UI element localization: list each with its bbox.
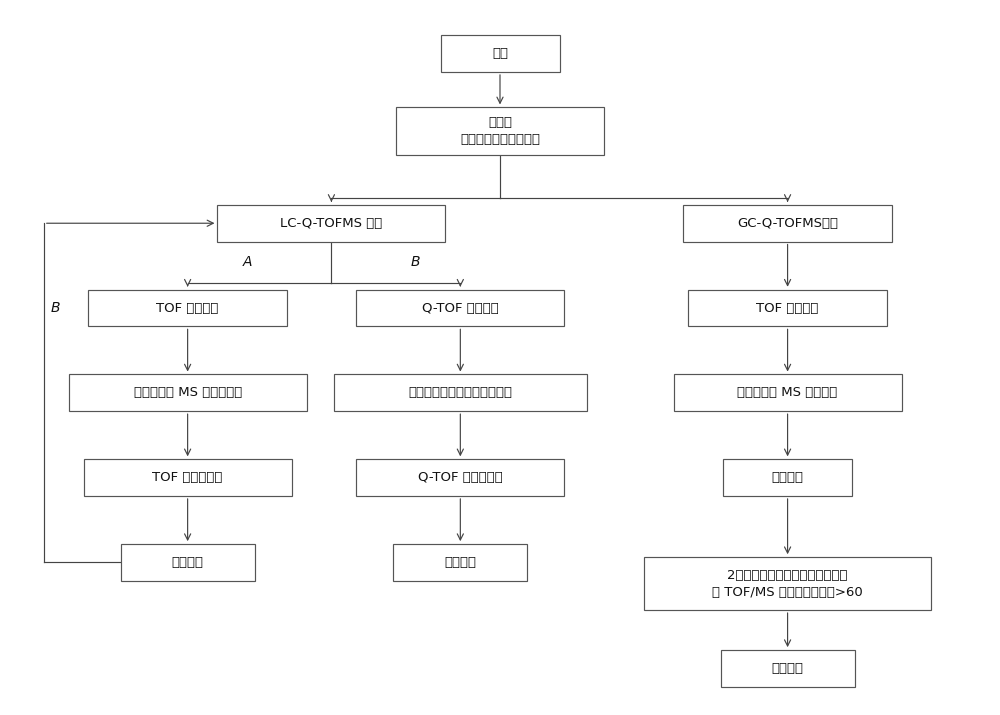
Text: 疑似农药: 疑似农药 (172, 556, 204, 569)
Text: TOF 模式测定: TOF 模式测定 (156, 302, 219, 315)
FancyBboxPatch shape (723, 459, 852, 496)
FancyBboxPatch shape (683, 205, 892, 242)
FancyBboxPatch shape (334, 375, 587, 411)
FancyBboxPatch shape (356, 290, 564, 327)
Text: 2个以上特征离子满足检索条件，
且 TOF/MS 数据库检索得分>60: 2个以上特征离子满足检索条件， 且 TOF/MS 数据库检索得分>60 (712, 568, 863, 598)
FancyBboxPatch shape (88, 290, 287, 327)
Text: B: B (411, 255, 420, 269)
Text: GC-Q-TOFMS检测: GC-Q-TOFMS检测 (737, 217, 838, 230)
Text: TOF 模式测定: TOF 模式测定 (756, 302, 819, 315)
Text: 获得样品的 MS 全扫描数据: 获得样品的 MS 全扫描数据 (134, 386, 242, 400)
Text: Q-TOF 模式测定: Q-TOF 模式测定 (422, 302, 499, 315)
Text: 获得样品的 MS 全扫描数: 获得样品的 MS 全扫描数 (737, 386, 838, 400)
FancyBboxPatch shape (356, 459, 564, 496)
FancyBboxPatch shape (396, 107, 604, 155)
FancyBboxPatch shape (84, 459, 292, 496)
FancyBboxPatch shape (721, 650, 855, 687)
FancyBboxPatch shape (688, 290, 887, 327)
Text: A: A (242, 255, 252, 269)
FancyBboxPatch shape (217, 205, 445, 242)
FancyBboxPatch shape (674, 375, 902, 411)
FancyBboxPatch shape (121, 544, 255, 581)
Text: 获得样品的碎片离子全扫描数: 获得样品的碎片离子全扫描数 (408, 386, 512, 400)
FancyBboxPatch shape (644, 557, 931, 610)
Text: 谱图库检: 谱图库检 (772, 471, 804, 484)
Text: 样品: 样品 (492, 47, 508, 60)
FancyBboxPatch shape (393, 544, 527, 581)
FancyBboxPatch shape (441, 35, 560, 72)
Text: 农药确认: 农药确认 (444, 556, 476, 569)
FancyBboxPatch shape (69, 375, 307, 411)
Text: Q-TOF 数据库检索: Q-TOF 数据库检索 (418, 471, 503, 484)
Text: B: B (51, 301, 60, 315)
Text: TOF 数据库检索: TOF 数据库检索 (152, 471, 223, 484)
Text: 前处理
（提取，净化，浓缩）: 前处理 （提取，净化，浓缩） (460, 117, 540, 147)
Text: 农药检出: 农药检出 (772, 662, 804, 675)
Text: LC-Q-TOFMS 检测: LC-Q-TOFMS 检测 (280, 217, 383, 230)
